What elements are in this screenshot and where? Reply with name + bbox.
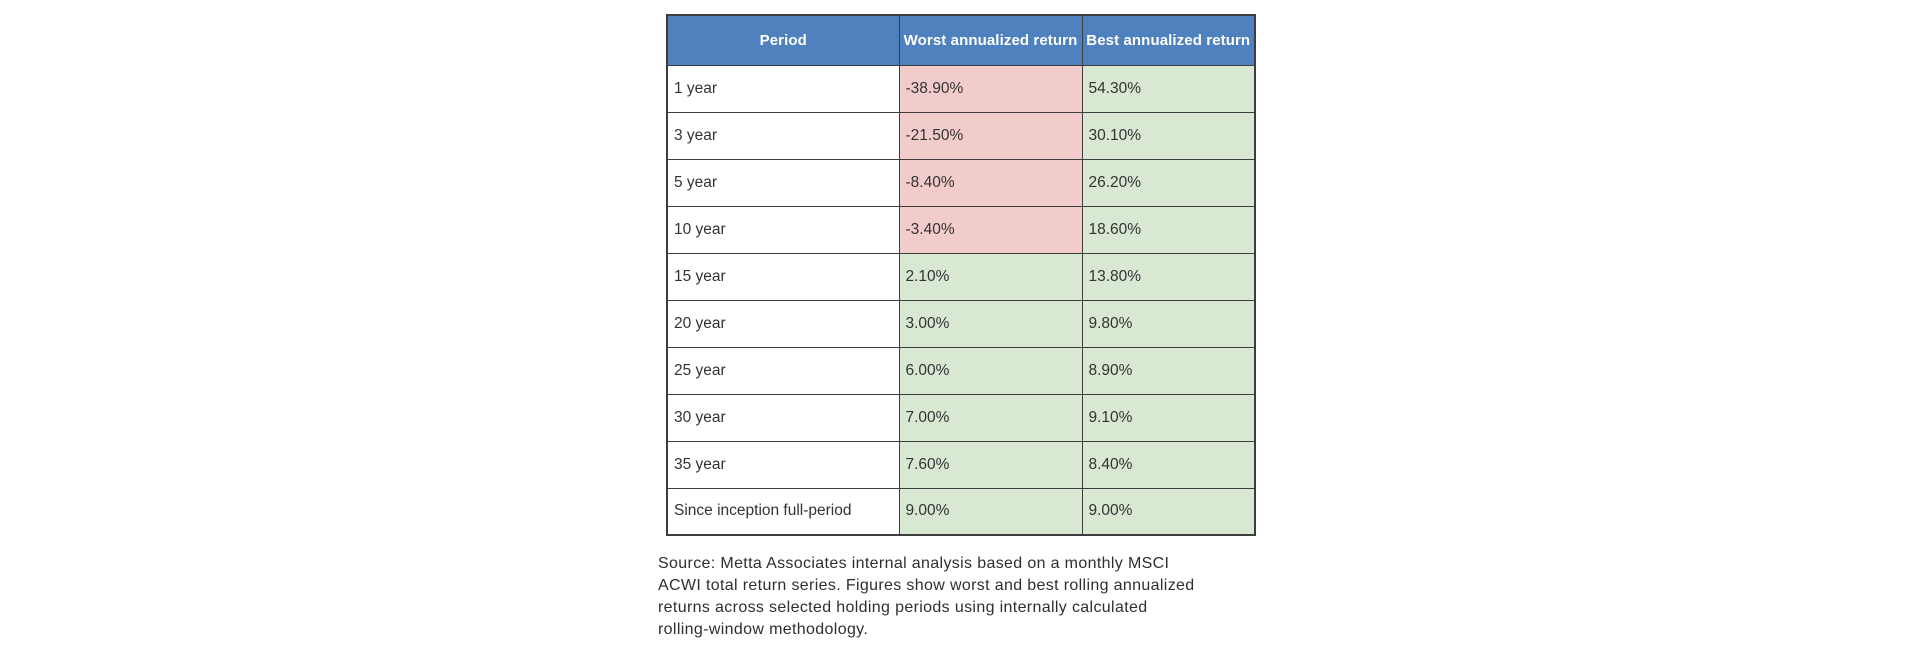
period-cell: 1 year <box>666 64 900 113</box>
period-cell: 25 year <box>666 346 900 395</box>
worst-return-cell: -21.50% <box>898 111 1083 160</box>
table-row: 5 year -8.40% 26.20% <box>666 158 1256 207</box>
best-return-cell: 18.60% <box>1081 205 1256 254</box>
worst-return-cell: 6.00% <box>898 346 1083 395</box>
annualized-returns-table: Period Worst annualized return Best annu… <box>666 14 1256 536</box>
table-header-row: Period Worst annualized return Best annu… <box>666 14 1256 66</box>
worst-return-cell: -38.90% <box>898 64 1083 113</box>
period-cell: 3 year <box>666 111 900 160</box>
source-note-line: ACWI total return series. Figures show w… <box>658 577 1195 594</box>
table-row: 20 year 3.00% 9.80% <box>666 299 1256 348</box>
period-cell: 15 year <box>666 252 900 301</box>
worst-return-cell: 7.60% <box>898 440 1083 489</box>
table-row: 3 year -21.50% 30.10% <box>666 111 1256 160</box>
best-return-cell: 26.20% <box>1081 158 1256 207</box>
table-row: Since inception full-period 9.00% 9.00% <box>666 487 1256 536</box>
source-note-line: returns across selected holding periods … <box>658 599 1148 616</box>
best-return-cell: 8.40% <box>1081 440 1256 489</box>
best-return-cell: 9.80% <box>1081 299 1256 348</box>
worst-return-cell: 2.10% <box>898 252 1083 301</box>
worst-return-cell: -3.40% <box>898 205 1083 254</box>
worst-return-cell: 9.00% <box>898 487 1083 536</box>
table-row: 25 year 6.00% 8.90% <box>666 346 1256 395</box>
period-cell: 20 year <box>666 299 900 348</box>
table-row: 35 year 7.60% 8.40% <box>666 440 1256 489</box>
worst-return-cell: 7.00% <box>898 393 1083 442</box>
period-cell: Since inception full-period <box>666 487 900 536</box>
table-row: 10 year -3.40% 18.60% <box>666 205 1256 254</box>
source-note-line: Source: Metta Associates internal analys… <box>658 555 1170 572</box>
table-row: 15 year 2.10% 13.80% <box>666 252 1256 301</box>
period-cell: 10 year <box>666 205 900 254</box>
table-and-caption-block: Period Worst annualized return Best annu… <box>658 0 1256 641</box>
col-header-worst-return: Worst annualized return <box>898 14 1083 66</box>
best-return-cell: 9.10% <box>1081 393 1256 442</box>
table-row: 1 year -38.90% 54.30% <box>666 64 1256 113</box>
worst-return-cell: 3.00% <box>898 299 1083 348</box>
period-cell: 35 year <box>666 440 900 489</box>
source-note: Source: Metta Associates internal analys… <box>658 553 1254 641</box>
period-cell: 5 year <box>666 158 900 207</box>
best-return-cell: 8.90% <box>1081 346 1256 395</box>
col-header-best-return: Best annualized return <box>1081 14 1256 66</box>
worst-return-cell: -8.40% <box>898 158 1083 207</box>
source-note-line: rolling-window methodology. <box>658 621 869 638</box>
table-row: 30 year 7.00% 9.10% <box>666 393 1256 442</box>
best-return-cell: 9.00% <box>1081 487 1256 536</box>
best-return-cell: 54.30% <box>1081 64 1256 113</box>
period-cell: 30 year <box>666 393 900 442</box>
best-return-cell: 13.80% <box>1081 252 1256 301</box>
col-header-period: Period <box>666 14 900 66</box>
best-return-cell: 30.10% <box>1081 111 1256 160</box>
